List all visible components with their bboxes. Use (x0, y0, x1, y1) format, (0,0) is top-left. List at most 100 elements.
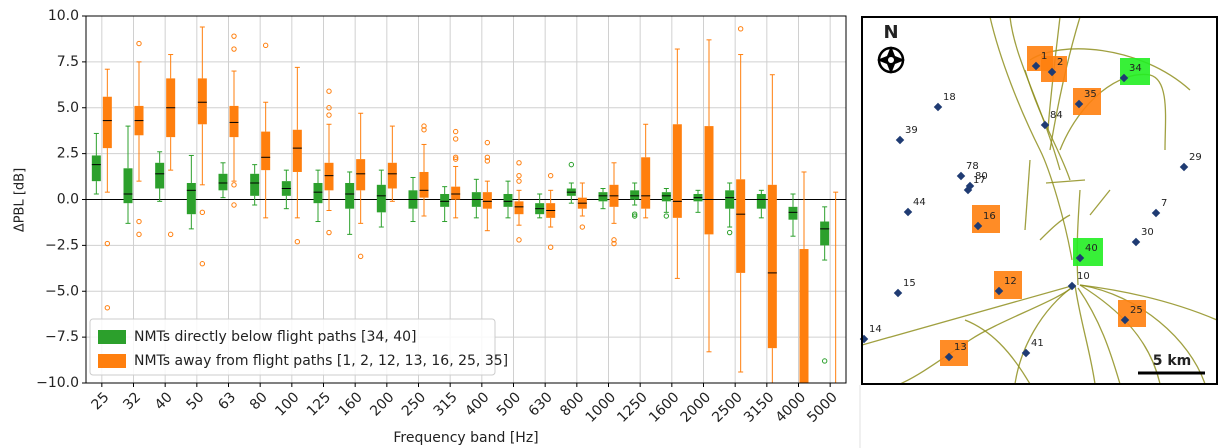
node-label: 39 (905, 125, 918, 136)
box (387, 162, 397, 189)
flight-path (1079, 284, 1206, 384)
x-tick-label: 1600 (646, 389, 683, 426)
node-highlight (1118, 300, 1146, 327)
box (218, 173, 228, 191)
flier (326, 229, 332, 236)
box (356, 159, 366, 191)
y-tick-label: 0.0 (57, 192, 79, 208)
box (820, 221, 830, 246)
x-tick-label: 500 (494, 389, 524, 419)
flier (737, 26, 744, 32)
x-tick-label: 1250 (614, 389, 651, 426)
box (788, 206, 798, 220)
flight-path (1089, 189, 1111, 216)
y-tick-label: 5.0 (57, 100, 79, 116)
flier (516, 172, 522, 179)
node-label: 29 (1189, 152, 1202, 163)
node-label: 10 (1077, 271, 1090, 282)
y-axis-label: ΔPBL [dB] (13, 168, 28, 232)
flier (326, 105, 332, 111)
x-tick-label: 1000 (583, 389, 620, 426)
node-marker (1021, 348, 1031, 358)
flier (631, 213, 638, 219)
node-label: 40 (1085, 243, 1098, 254)
flier (611, 240, 617, 247)
flight-path (1079, 284, 1161, 384)
x-axis-label: Frequency band [Hz] (393, 430, 538, 446)
node-label: 44 (913, 197, 926, 208)
x-tick-label: 630 (526, 389, 556, 419)
box (503, 193, 513, 207)
box (672, 124, 682, 218)
flier (231, 33, 237, 39)
node-label: 34 (1129, 63, 1142, 74)
node-label: 80 (975, 171, 988, 182)
x-tick-label: 80 (247, 389, 271, 413)
boxes (91, 26, 839, 383)
flight-path (1074, 284, 1096, 384)
node-marker (1120, 315, 1130, 325)
flier (484, 154, 491, 160)
node-label: 25 (1130, 305, 1143, 316)
box (704, 126, 714, 235)
flier (199, 261, 206, 267)
node-label: 2 (1057, 57, 1063, 68)
box (186, 182, 196, 215)
legend-label: NMTs away from flight paths [1, 2, 12, 1… (134, 353, 508, 369)
box (123, 168, 133, 204)
flier (516, 160, 522, 166)
x-tick-label: 25 (89, 389, 113, 413)
flier (326, 88, 332, 94)
flight-path (989, 17, 1073, 261)
box (482, 192, 492, 209)
flier (231, 202, 237, 208)
box (799, 249, 809, 383)
box (514, 201, 524, 215)
node-marker (893, 288, 903, 298)
flier (421, 123, 427, 129)
legend-label: NMTs directly below flight paths [34, 40… (134, 329, 416, 345)
node-label: 7 (1161, 198, 1167, 209)
north-label: N (883, 22, 898, 43)
node-label: 14 (869, 324, 882, 335)
flier (326, 112, 332, 118)
box (661, 192, 671, 202)
flier (136, 40, 142, 47)
x-tick-label: 250 (399, 389, 429, 419)
node-label: 1 (1041, 51, 1047, 62)
y-tick-label: 2.5 (57, 146, 79, 162)
flight-path (1014, 284, 1076, 384)
flier (199, 209, 206, 216)
flier (104, 240, 111, 247)
flier (262, 42, 269, 49)
box (102, 96, 112, 149)
node-label: 16 (983, 211, 996, 222)
y-tick-label: −5.0 (45, 283, 79, 299)
box (345, 182, 355, 209)
flier (136, 231, 142, 238)
flier (231, 182, 237, 188)
flight-path (1079, 284, 1217, 321)
plot-frame (85, 15, 847, 384)
legend-swatch (98, 354, 126, 368)
flight-path (1076, 189, 1081, 286)
x-tick-label: 200 (367, 389, 397, 419)
x-tick-label: 2000 (678, 389, 715, 426)
box (250, 173, 260, 196)
plot-area: −10.0 −7.5 −5.0 −2.5 0.0 2.5 5.0 7.5 10.0 25 32 40 5… (36, 8, 847, 426)
box (313, 182, 323, 204)
flier (357, 253, 364, 260)
box (756, 193, 766, 209)
x-tick-label: 315 (431, 389, 461, 419)
flier (547, 244, 554, 250)
flight-path (1024, 159, 1031, 231)
x-tick-label: 100 (272, 389, 302, 419)
node-label: 78 (966, 161, 979, 172)
node-highlight (940, 340, 968, 366)
node-label: 35 (1084, 89, 1097, 100)
flier (516, 178, 522, 184)
legend-swatch (98, 330, 126, 344)
node-highlight (1041, 56, 1067, 82)
